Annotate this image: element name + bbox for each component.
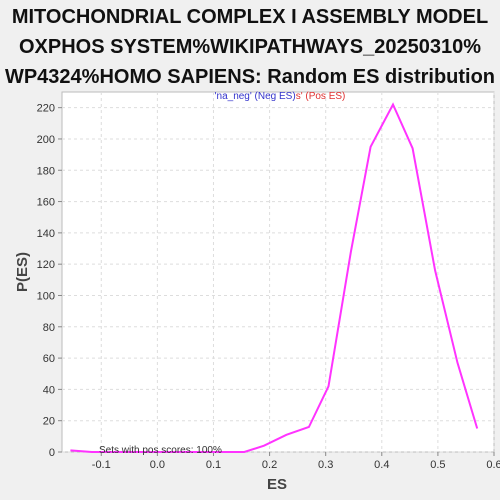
chart-title-line-2: OXPHOS SYSTEM%WIKIPATHWAYS_20250310% [18,36,481,58]
y-tick-label: 120 [37,259,55,271]
annotation-pos-scores: Sets with pos scores: 100% [99,445,222,456]
y-tick-label: 100 [37,290,55,302]
legend-neg-label: 'na_neg' (Neg ES) [215,91,296,102]
legend: 'na_neg' (Neg ES)s' (Pos ES) [215,91,346,102]
x-tick-label: 0.2 [262,459,277,471]
y-tick-label: 200 [37,134,55,146]
y-tick-label: 220 [37,103,55,115]
x-tick-label: 0.3 [318,459,333,471]
y-tick-label: 20 [43,416,55,428]
y-tick-label: 80 [43,322,55,334]
x-tick-label: 0.1 [206,459,221,471]
chart-title: MITOCHONDRIAL COMPLEX I ASSEMBLY MODEL O… [0,2,500,92]
chart-title-line-3: WP4324%HOMO SAPIENS: Random ES distribut… [4,66,496,88]
plot-area [61,91,495,453]
y-tick-label: 140 [37,228,55,240]
x-tick-label: 0.6 [486,459,500,471]
axis-ticks: -0.1 0.0 0.1 0.2 0.3 0.4 0.5 0.6 0 20 40 60 80 100 120… [37,103,500,471]
y-axis-label: P(ES) [14,252,31,292]
y-tick-label: 180 [37,165,55,177]
x-tick-label: 0.5 [430,459,445,471]
x-tick-label: 0.4 [374,459,389,471]
y-tick-label: 60 [43,353,55,365]
x-tick-label: 0.0 [150,459,165,471]
x-tick-label: -0.1 [92,459,111,471]
y-tick-label: 40 [43,384,55,396]
y-tick-label: 160 [37,197,55,209]
x-axis-label: ES [267,476,287,493]
legend-pos-label: s' (Pos ES) [296,91,346,102]
series-line [70,102,479,453]
chart-title-line-1: MITOCHONDRIAL COMPLEX I ASSEMBLY MODEL [11,6,489,28]
y-tick-label: 0 [49,447,55,459]
